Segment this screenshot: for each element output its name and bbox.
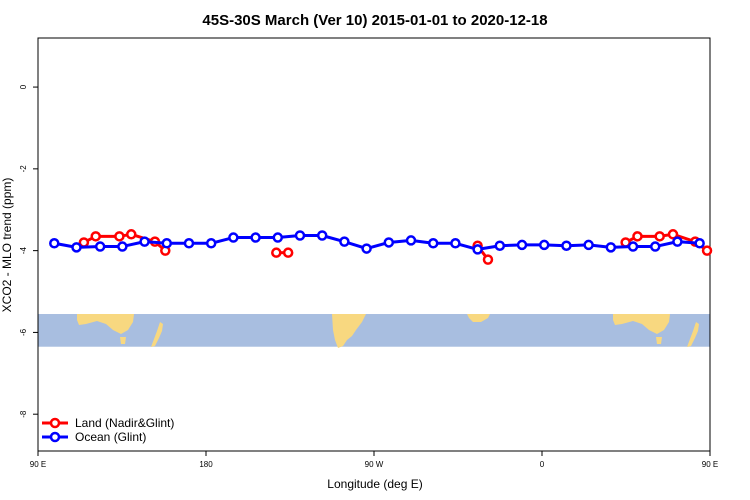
series-1-point-0-5 bbox=[161, 238, 173, 249]
series-1-point-0-26 bbox=[627, 241, 639, 252]
series-1-point-0-20 bbox=[494, 240, 506, 251]
x-tick-label-4: 90 E bbox=[702, 460, 718, 469]
y-tick-label-1: -2 bbox=[19, 165, 28, 173]
series-0-point-3-1 bbox=[632, 231, 643, 242]
series-1-point-0-13 bbox=[339, 236, 350, 247]
series-0-point-1-1 bbox=[282, 247, 294, 258]
map-land-1 bbox=[120, 337, 126, 344]
series-1-point-0-29 bbox=[694, 238, 705, 249]
series-0-point-0-3 bbox=[126, 229, 137, 240]
series-1-point-0-9 bbox=[250, 232, 261, 243]
series-1-point-0-2 bbox=[94, 241, 106, 252]
series-1-point-0-24 bbox=[583, 239, 594, 251]
legend-marker-land bbox=[49, 417, 61, 429]
series-0-point-3-5 bbox=[701, 245, 713, 256]
series-1-point-0-0 bbox=[49, 238, 60, 249]
y-tick-label-0: 0 bbox=[19, 84, 28, 89]
series-1-point-0-12 bbox=[316, 230, 328, 241]
series-0-point-0-1 bbox=[90, 231, 101, 242]
series-0-point-1-0 bbox=[271, 247, 282, 258]
y-tick-label-2: -4 bbox=[19, 247, 28, 255]
series-1 bbox=[49, 230, 705, 255]
series-1-point-0-15 bbox=[383, 237, 395, 248]
map-land-6 bbox=[656, 337, 662, 344]
legend-marker-ocean bbox=[49, 431, 61, 443]
x-axis-label: Longitude (deg E) bbox=[327, 477, 422, 491]
map-ocean bbox=[38, 314, 710, 347]
legend-item-land: Land (Nadir&Glint) bbox=[42, 416, 174, 430]
map-land-3 bbox=[332, 314, 366, 348]
series-1-point-0-6 bbox=[183, 238, 195, 249]
series-0-point-0-2 bbox=[114, 231, 125, 242]
series-1-point-0-22 bbox=[538, 239, 550, 251]
series-layer bbox=[49, 229, 713, 265]
series-1-point-0-11 bbox=[294, 230, 306, 241]
series-1-point-0-19 bbox=[472, 244, 483, 255]
series-1-point-0-18 bbox=[450, 238, 461, 249]
series-1-point-0-8 bbox=[228, 232, 239, 243]
map-land-2 bbox=[151, 322, 163, 347]
series-1-point-0-4 bbox=[139, 236, 150, 247]
chart-title: 45S-30S March (Ver 10) 2015-01-01 to 202… bbox=[202, 12, 547, 29]
legend: Land (Nadir&Glint) Ocean (Glint) bbox=[42, 416, 174, 444]
series-1-point-0-1 bbox=[71, 242, 82, 253]
y-tick-label-3: -6 bbox=[19, 328, 28, 336]
legend-label-ocean: Ocean (Glint) bbox=[75, 430, 146, 444]
map-land-4 bbox=[467, 314, 490, 322]
series-1-point-0-17 bbox=[427, 238, 439, 249]
map-strip bbox=[38, 314, 710, 348]
series-0-point-3-3 bbox=[667, 229, 679, 240]
legend-label-land: Land (Nadir&Glint) bbox=[75, 416, 174, 430]
series-1-point-0-27 bbox=[649, 241, 661, 252]
series-1-point-0-25 bbox=[605, 242, 617, 253]
y-axis: 0 -2 -4 -6 -8 bbox=[19, 84, 38, 418]
map-land-0 bbox=[77, 314, 134, 334]
series-0-point-2-1 bbox=[482, 254, 494, 265]
map-land-7 bbox=[687, 322, 699, 347]
series-1-point-0-10 bbox=[272, 232, 284, 243]
x-tick-label-1: 180 bbox=[199, 460, 213, 469]
map-land-5 bbox=[613, 314, 670, 334]
x-tick-label-2: 90 W bbox=[365, 460, 384, 469]
legend-item-ocean: Ocean (Glint) bbox=[42, 430, 146, 444]
series-1-point-0-28 bbox=[672, 236, 683, 247]
series-1-point-0-3 bbox=[117, 241, 128, 252]
y-tick-label-4: -8 bbox=[19, 410, 28, 418]
y-axis-label: XCO2 - MLO trend (ppm) bbox=[0, 178, 14, 313]
series-0-point-3-2 bbox=[654, 231, 665, 242]
x-tick-label-3: 0 bbox=[540, 460, 545, 469]
x-axis: 90 E 180 90 W 0 90 E bbox=[30, 451, 718, 469]
series-1-point-0-16 bbox=[405, 235, 417, 246]
series-1-line-0 bbox=[54, 234, 700, 251]
series-1-point-0-23 bbox=[561, 240, 572, 251]
series-1-point-0-21 bbox=[516, 239, 528, 251]
x-tick-label-0: 90 E bbox=[30, 460, 46, 469]
series-1-point-0-7 bbox=[205, 238, 217, 249]
series-1-point-0-14 bbox=[361, 243, 372, 254]
